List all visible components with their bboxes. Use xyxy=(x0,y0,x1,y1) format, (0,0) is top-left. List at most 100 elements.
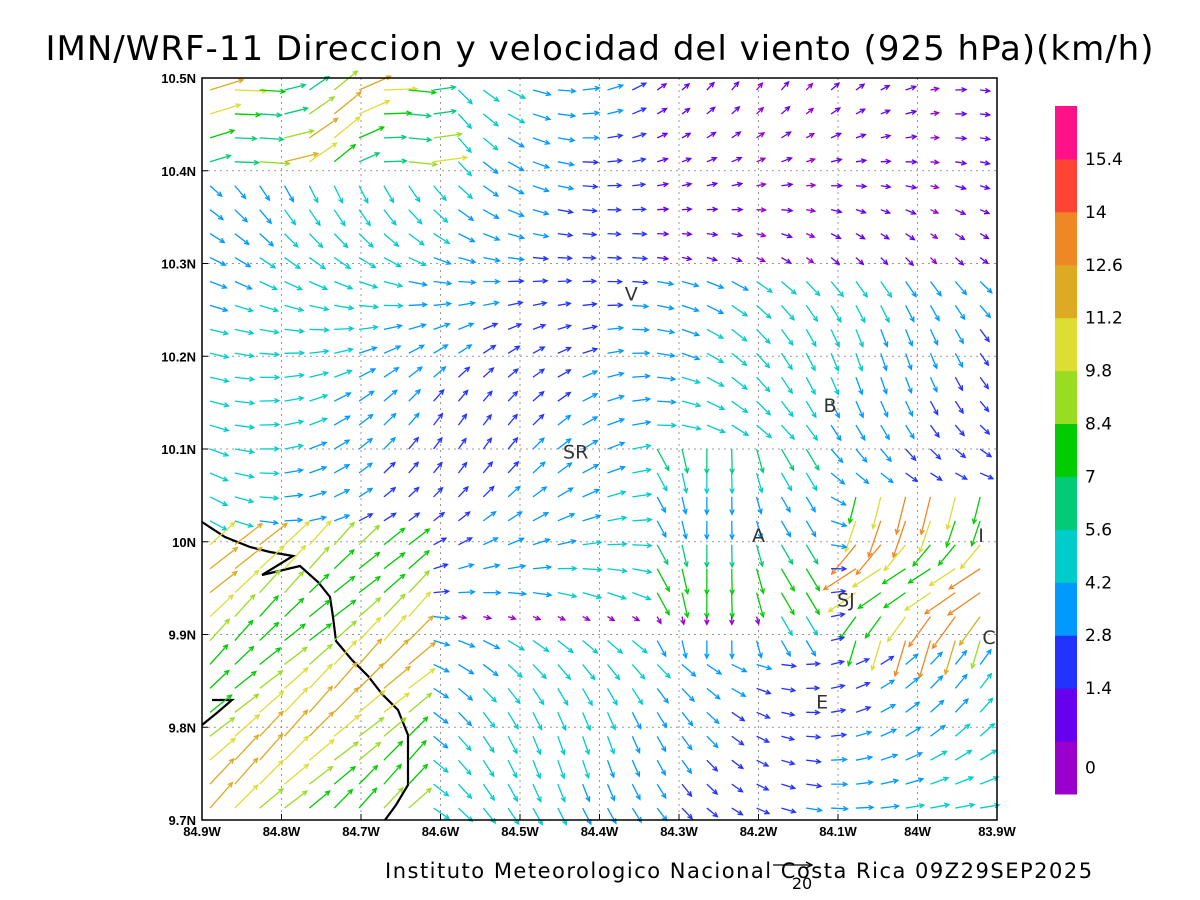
wind-vector-head xyxy=(593,159,600,166)
wind-vector xyxy=(781,759,796,766)
wind-vector xyxy=(383,134,408,140)
wind-vector xyxy=(284,233,299,248)
wind-vector-head xyxy=(907,387,913,395)
wind-vector-head xyxy=(326,663,333,670)
wind-vector xyxy=(806,782,823,789)
wind-vector-head xyxy=(619,465,627,471)
wind-vector-head xyxy=(371,787,378,794)
wind-vector-head xyxy=(741,311,749,317)
wind-vector-head xyxy=(487,460,494,468)
footer-credit: Instituto Meteorologico Nacional Costa R… xyxy=(385,859,1094,883)
wind-vector-shaft xyxy=(284,130,314,139)
wind-vector xyxy=(880,353,888,372)
colorbar-segment xyxy=(1055,211,1077,266)
wind-vector xyxy=(656,520,667,539)
wind-vector xyxy=(234,619,254,641)
wind-vector xyxy=(309,515,328,522)
wind-vector-shaft xyxy=(433,590,449,594)
wind-vector xyxy=(482,510,497,522)
wind-vector-head xyxy=(352,741,360,747)
wind-vector-head xyxy=(595,514,602,520)
wind-vector-head xyxy=(519,93,527,99)
wind-vector-head xyxy=(297,443,305,449)
wind-vector-head xyxy=(252,757,259,764)
wind-vector-shaft xyxy=(880,233,890,240)
wind-vector xyxy=(706,304,725,315)
wind-vector-shaft xyxy=(259,496,279,499)
wind-vector-head xyxy=(514,345,521,351)
wind-vector-head xyxy=(866,730,873,736)
wind-vector-head xyxy=(618,371,625,377)
wind-vector-head xyxy=(882,388,888,396)
wind-vector-head xyxy=(836,435,842,442)
wind-vector xyxy=(830,659,846,666)
wind-vector-shaft xyxy=(756,687,771,695)
wind-vector-shaft xyxy=(259,647,281,665)
wind-vector-shaft xyxy=(632,468,651,474)
wind-vector xyxy=(929,329,939,346)
wind-vector-shaft xyxy=(582,664,596,680)
wind-vector xyxy=(780,568,795,593)
wind-vector-shaft xyxy=(681,544,688,567)
wind-vector xyxy=(458,687,474,701)
wind-vector-head xyxy=(512,390,519,397)
wind-vector-shaft xyxy=(358,256,376,269)
wind-vector xyxy=(284,597,305,618)
wind-vector-shaft xyxy=(905,778,924,785)
wind-vector xyxy=(308,623,333,642)
wind-vector-head xyxy=(841,521,848,528)
wind-vector xyxy=(632,206,648,213)
wind-vector-shaft xyxy=(892,520,907,558)
wind-vector xyxy=(955,160,968,166)
wind-vector-head xyxy=(403,692,411,699)
wind-vector-shaft xyxy=(557,89,576,92)
wind-vector-shaft xyxy=(209,644,229,665)
wind-vector-shaft xyxy=(482,783,495,801)
wind-vector-shaft xyxy=(209,758,235,785)
wind-vector-shaft xyxy=(532,639,549,652)
wind-vector xyxy=(607,255,623,261)
y-tick-label: 10.4N xyxy=(161,164,196,179)
wind-vector xyxy=(284,257,302,270)
wind-vector-head xyxy=(363,197,369,205)
wind-vector-head xyxy=(466,537,473,543)
wind-vector-head xyxy=(984,428,991,435)
wind-vector-head xyxy=(468,215,475,222)
wind-vector-shaft xyxy=(631,712,642,729)
wind-vector-shaft xyxy=(607,372,624,378)
wind-vector-head xyxy=(430,641,437,648)
wind-vector xyxy=(930,472,943,481)
wind-vector xyxy=(234,645,255,665)
wind-vector-shaft xyxy=(408,716,428,737)
wind-vector-shaft xyxy=(582,736,590,755)
wind-vector-head xyxy=(841,756,848,763)
wind-vector-shaft xyxy=(433,344,448,354)
wind-vector-head xyxy=(518,234,526,240)
wind-vector xyxy=(632,107,648,115)
wind-vector-head xyxy=(686,767,693,775)
wind-vector-head xyxy=(959,563,966,570)
wind-vector-shaft xyxy=(333,620,357,642)
wind-vector-head xyxy=(252,784,259,791)
wind-vector xyxy=(607,371,625,378)
wind-vector-head xyxy=(372,303,380,310)
wind-vector xyxy=(358,324,379,331)
wind-vector-shaft xyxy=(855,472,869,484)
wind-vector xyxy=(557,712,567,732)
wind-vector-head xyxy=(690,671,697,678)
wind-vector-head xyxy=(518,256,526,262)
wind-vector xyxy=(333,620,358,642)
wind-vector-head xyxy=(789,784,797,790)
wind-vector-head xyxy=(893,803,901,810)
wind-vector-head xyxy=(932,363,938,370)
wind-vector-shaft xyxy=(308,663,333,689)
wind-vector xyxy=(408,185,421,203)
wind-vector-shaft xyxy=(607,418,625,426)
colorbar-segment xyxy=(1055,106,1077,160)
wind-vector-head xyxy=(367,413,374,420)
wind-vector-head xyxy=(711,181,719,188)
wind-vector-head xyxy=(814,709,821,716)
wind-vector-head xyxy=(764,386,771,393)
wind-vector-head xyxy=(709,106,716,113)
wind-vector-shaft xyxy=(284,374,304,378)
